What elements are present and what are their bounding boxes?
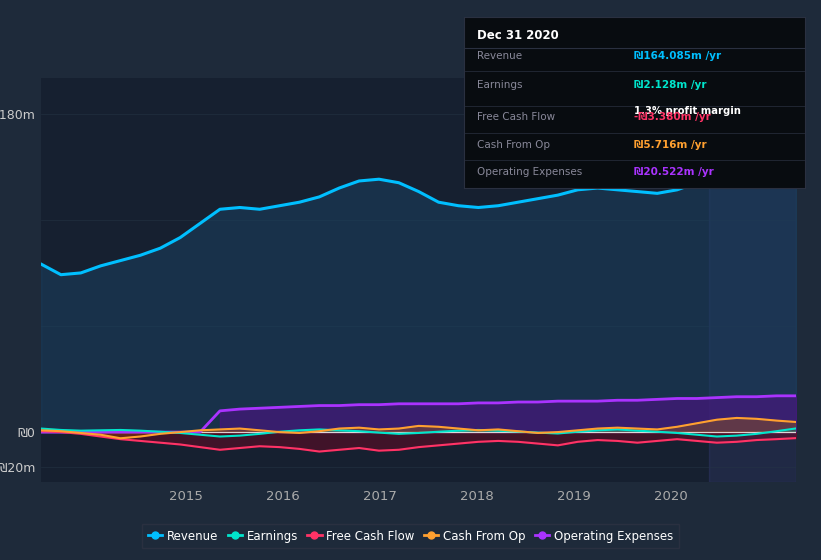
Text: 1.3% profit margin: 1.3% profit margin — [635, 106, 741, 115]
Bar — [709, 78, 796, 482]
Text: Free Cash Flow: Free Cash Flow — [478, 113, 556, 123]
Text: ₪2.128m /yr: ₪2.128m /yr — [635, 80, 707, 90]
Text: Dec 31 2020: Dec 31 2020 — [478, 29, 559, 42]
Text: ₪20.522m /yr: ₪20.522m /yr — [635, 167, 714, 177]
Text: -₪3.380m /yr: -₪3.380m /yr — [635, 113, 711, 123]
Text: Cash From Op: Cash From Op — [478, 140, 551, 150]
Text: ₪5.716m /yr: ₪5.716m /yr — [635, 140, 707, 150]
Text: Operating Expenses: Operating Expenses — [478, 167, 583, 177]
Text: Earnings: Earnings — [478, 80, 523, 90]
Text: ₪164.085m /yr: ₪164.085m /yr — [635, 51, 722, 61]
Legend: Revenue, Earnings, Free Cash Flow, Cash From Op, Operating Expenses: Revenue, Earnings, Free Cash Flow, Cash … — [142, 524, 679, 548]
Text: Revenue: Revenue — [478, 51, 523, 61]
